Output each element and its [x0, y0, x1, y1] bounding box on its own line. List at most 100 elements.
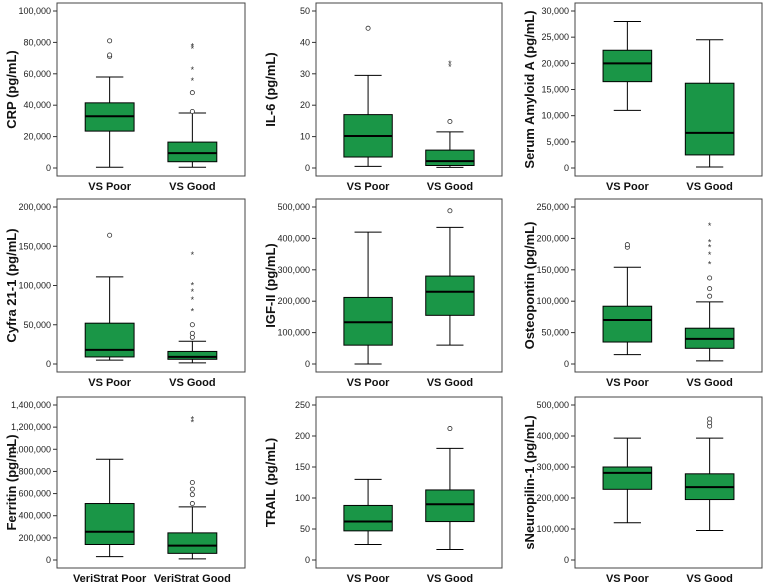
box-2 — [684, 39, 735, 168]
box-1 — [602, 437, 653, 524]
x-category-label: VS Good — [169, 181, 215, 193]
y-tick-label: 100,000 — [18, 281, 51, 291]
y-tick-label: 30 — [300, 69, 310, 79]
box-2 — [684, 416, 735, 532]
y-tick-label: 0 — [305, 163, 310, 173]
y-axis-label: sNeuropilin-1 (pg/mL) — [522, 415, 537, 549]
outlier-point — [447, 208, 453, 214]
iqr-box — [167, 141, 218, 163]
y-tick-label: 50,000 — [541, 328, 569, 338]
y-tick-label: 400,000 — [18, 511, 51, 521]
extreme-point: * — [191, 295, 195, 305]
iqr-box — [602, 466, 653, 490]
extreme-point: * — [191, 42, 195, 52]
plot-frame — [574, 396, 763, 569]
x-category-label: VS Good — [169, 377, 215, 389]
y-tick-label: 5,000 — [546, 137, 569, 147]
y-tick-label: 150,000 — [536, 265, 569, 275]
x-category-label: VeriStrat Poor — [73, 573, 147, 585]
y-tick-label: 0 — [564, 555, 569, 565]
iqr-box — [84, 503, 135, 545]
extreme-point: * — [191, 44, 195, 54]
y-tick-label: 25,000 — [541, 32, 569, 42]
outlier-point — [189, 501, 195, 507]
x-category-label: VS Good — [427, 181, 473, 193]
y-tick-label: 20,000 — [541, 58, 569, 68]
y-tick-label: 30,000 — [541, 6, 569, 16]
outlier-point — [189, 486, 195, 492]
x-category-label: VS Poor — [347, 377, 391, 389]
x-category-label: VS Good — [427, 573, 473, 585]
iqr-box — [167, 350, 218, 360]
y-tick-label: 400,000 — [536, 431, 569, 441]
y-tick-label: 1,400,000 — [11, 400, 51, 410]
outlier-point — [707, 286, 713, 292]
outlier-point — [447, 426, 453, 432]
outlier-point — [189, 322, 195, 328]
y-tick-label: 800,000 — [18, 466, 51, 476]
box-2: **** — [167, 42, 218, 168]
y-axis-label: IGF-II (pg/mL) — [263, 243, 278, 327]
y-tick-label: 500,000 — [277, 202, 310, 212]
box-1 — [602, 20, 653, 111]
y-tick-label: 10 — [300, 132, 310, 142]
extreme-point: * — [191, 65, 195, 75]
y-tick-label: 100,000 — [277, 328, 310, 338]
y-tick-label: 100,000 — [18, 6, 51, 16]
chart-panel: 0 50,000 100,000 150,000 200,000 250,000 Osteo… — [522, 198, 763, 389]
outlier-point — [189, 108, 195, 114]
box-1 — [343, 231, 393, 365]
outlier-point — [107, 38, 113, 44]
y-tick-label: 1,200,000 — [11, 422, 51, 432]
y-tick-label: 0 — [564, 163, 569, 173]
y-tick-label: 50 — [300, 524, 310, 534]
x-category-label: VS Poor — [606, 377, 650, 389]
x-category-label: VeriStrat Good — [154, 573, 231, 585]
y-tick-label: 50 — [300, 6, 310, 16]
y-tick-label: 250,000 — [536, 202, 569, 212]
x-category-label: VS Poor — [606, 181, 650, 193]
y-tick-label: 600,000 — [18, 489, 51, 499]
y-tick-label: 100 — [295, 493, 310, 503]
x-category-label: VS Good — [427, 377, 473, 389]
x-category-label: VS Good — [686, 377, 732, 389]
y-tick-label: 60,000 — [23, 69, 51, 79]
extreme-point: * — [708, 221, 712, 231]
y-tick-label: 400,000 — [277, 233, 310, 243]
iqr-box — [167, 532, 218, 554]
outlier-point — [189, 90, 195, 96]
y-tick-label: 0 — [46, 163, 51, 173]
extreme-point: * — [448, 62, 452, 72]
extreme-point: * — [191, 281, 195, 291]
y-tick-label: 0 — [305, 359, 310, 369]
y-axis-label: Serum Amyloid A (pg/mL) — [522, 10, 537, 168]
iqr-box — [343, 504, 393, 532]
y-tick-label: 1,000,000 — [11, 444, 51, 454]
y-axis-label: Osteopontin (pg/mL) — [522, 222, 537, 350]
y-tick-label: 40 — [300, 37, 310, 47]
extreme-point: * — [191, 418, 195, 428]
plot-frame — [315, 198, 503, 373]
box-1 — [343, 25, 393, 167]
y-tick-label: 10,000 — [541, 111, 569, 121]
outlier-point — [189, 479, 195, 485]
box-2: ***** — [684, 221, 735, 362]
extreme-point: * — [708, 243, 712, 253]
y-tick-label: 0 — [46, 555, 51, 565]
y-tick-label: 50,000 — [23, 320, 51, 330]
extreme-point: * — [708, 238, 712, 248]
x-category-label: VS Poor — [347, 181, 391, 193]
y-tick-label: 200,000 — [277, 296, 310, 306]
extreme-point: * — [708, 260, 712, 270]
y-tick-label: 80,000 — [23, 37, 51, 47]
y-tick-label: 200,000 — [18, 202, 51, 212]
x-category-label: VS Poor — [88, 181, 132, 193]
x-category-label: VS Poor — [606, 573, 650, 585]
box-1 — [84, 458, 135, 558]
chart-panel: 0 50,000 100,000 150,000 200,000 Cyfra 21-1 (… — [4, 198, 246, 389]
outlier-point — [624, 242, 630, 248]
x-category-label: VS Poor — [347, 573, 391, 585]
y-tick-label: 0 — [564, 359, 569, 369]
x-category-label: VS Poor — [88, 377, 132, 389]
